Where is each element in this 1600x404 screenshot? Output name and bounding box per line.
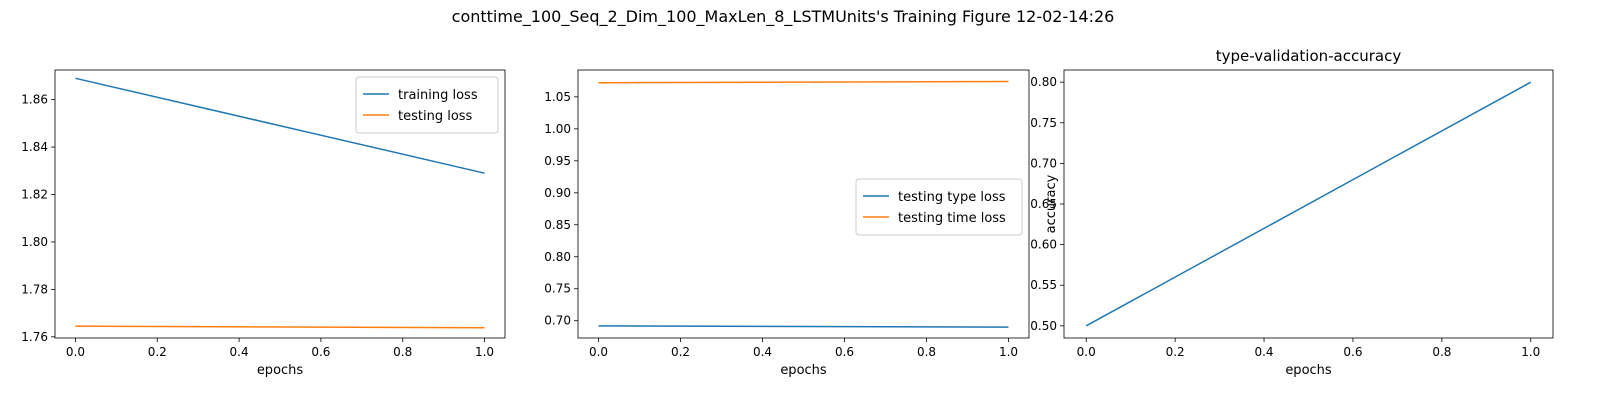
x-tick-label: 0.4 bbox=[1254, 345, 1273, 359]
x-tick-label: 0.0 bbox=[1077, 345, 1096, 359]
test-loss-chart: 0.0 0.2 0.4 0.6 0.8 1.0 0.70 0.75 0.80 0.85 0.90 0.… bbox=[544, 69, 1030, 378]
legend-entry: testing time loss bbox=[898, 211, 1006, 226]
x-tick-label: 1.0 bbox=[999, 345, 1018, 359]
x-tick-label: 0.6 bbox=[311, 345, 330, 359]
series-line bbox=[75, 77, 485, 174]
y-tick-label: 1.78 bbox=[21, 282, 48, 296]
x-tick-label: 1.0 bbox=[1521, 345, 1540, 359]
x-tick-label: 0.0 bbox=[589, 345, 608, 359]
y-tick-label: 0.75 bbox=[1030, 116, 1057, 130]
y-tick-label: 0.95 bbox=[544, 154, 571, 168]
axes-frame bbox=[577, 69, 1030, 339]
x-tick-label: 0.2 bbox=[1166, 345, 1185, 359]
x-tick-label: 0.8 bbox=[393, 345, 412, 359]
y-tick-label: 1.05 bbox=[544, 90, 571, 104]
y-tick-label: 0.70 bbox=[1030, 156, 1057, 170]
series-line bbox=[598, 325, 1009, 328]
y-tick-label: 1.82 bbox=[21, 188, 48, 202]
x-tick-label: 0.2 bbox=[148, 345, 167, 359]
y-tick-label: 0.65 bbox=[1030, 197, 1057, 211]
y-tick-label: 1.84 bbox=[21, 140, 48, 154]
x-axis-label: epochs bbox=[780, 363, 827, 378]
legend-box bbox=[355, 76, 499, 134]
y-tick-label: 0.85 bbox=[544, 218, 571, 232]
x-axis-label: epochs bbox=[257, 363, 304, 378]
x-tick-label: 0.6 bbox=[1343, 345, 1362, 359]
y-tick-label: 0.90 bbox=[544, 186, 571, 200]
y-tick-label: 0.55 bbox=[1030, 278, 1057, 292]
y-tick-label: 0.80 bbox=[1030, 75, 1057, 89]
x-tick-label: 0.2 bbox=[671, 345, 690, 359]
x-tick-label: 0.4 bbox=[230, 345, 249, 359]
legend-entry: testing type loss bbox=[898, 190, 1006, 205]
legend-entry: training loss bbox=[398, 88, 478, 103]
x-tick-label: 1.0 bbox=[475, 345, 494, 359]
series-line bbox=[598, 80, 1009, 84]
x-tick-label: 0.6 bbox=[835, 345, 854, 359]
x-tick-label: 0.4 bbox=[753, 345, 772, 359]
x-tick-label: 0.8 bbox=[1432, 345, 1451, 359]
y-tick-label: 1.86 bbox=[21, 93, 48, 107]
legend: testing type loss testing time loss bbox=[855, 178, 1023, 236]
y-tick-label: 1.00 bbox=[544, 122, 571, 136]
chart-title: type-validation-accuracy bbox=[1216, 47, 1402, 65]
axes-frame bbox=[54, 69, 506, 339]
y-tick-label: 0.70 bbox=[544, 314, 571, 328]
legend: training loss testing loss bbox=[355, 76, 499, 134]
legend-entry: testing loss bbox=[398, 109, 473, 124]
accuracy-chart: 0.0 0.2 0.4 0.6 0.8 1.0 0.50 0.55 0.60 0.65 0.70 0.… bbox=[1030, 47, 1554, 378]
y-tick-label: 0.50 bbox=[1030, 319, 1057, 333]
loss-chart: 0.0 0.2 0.4 0.6 0.8 1.0 1.76 1.78 1.80 1.82 1.84 1.… bbox=[21, 69, 506, 378]
y-tick-label: 1.76 bbox=[21, 330, 48, 344]
y-tick-label: 0.80 bbox=[544, 250, 571, 264]
series-line bbox=[1085, 81, 1532, 327]
x-axis-label: epochs bbox=[1285, 363, 1332, 378]
y-axis-label: accuracy bbox=[1044, 174, 1059, 233]
series-line bbox=[75, 325, 485, 329]
y-tick-label: 1.80 bbox=[21, 235, 48, 249]
y-tick-label: 0.60 bbox=[1030, 238, 1057, 252]
x-tick-label: 0.0 bbox=[66, 345, 85, 359]
x-tick-label: 0.8 bbox=[917, 345, 936, 359]
legend-box bbox=[855, 178, 1023, 236]
figure-title: conttime_100_Seq_2_Dim_100_MaxLen_8_LSTM… bbox=[452, 7, 1115, 27]
y-tick-label: 0.75 bbox=[544, 282, 571, 296]
